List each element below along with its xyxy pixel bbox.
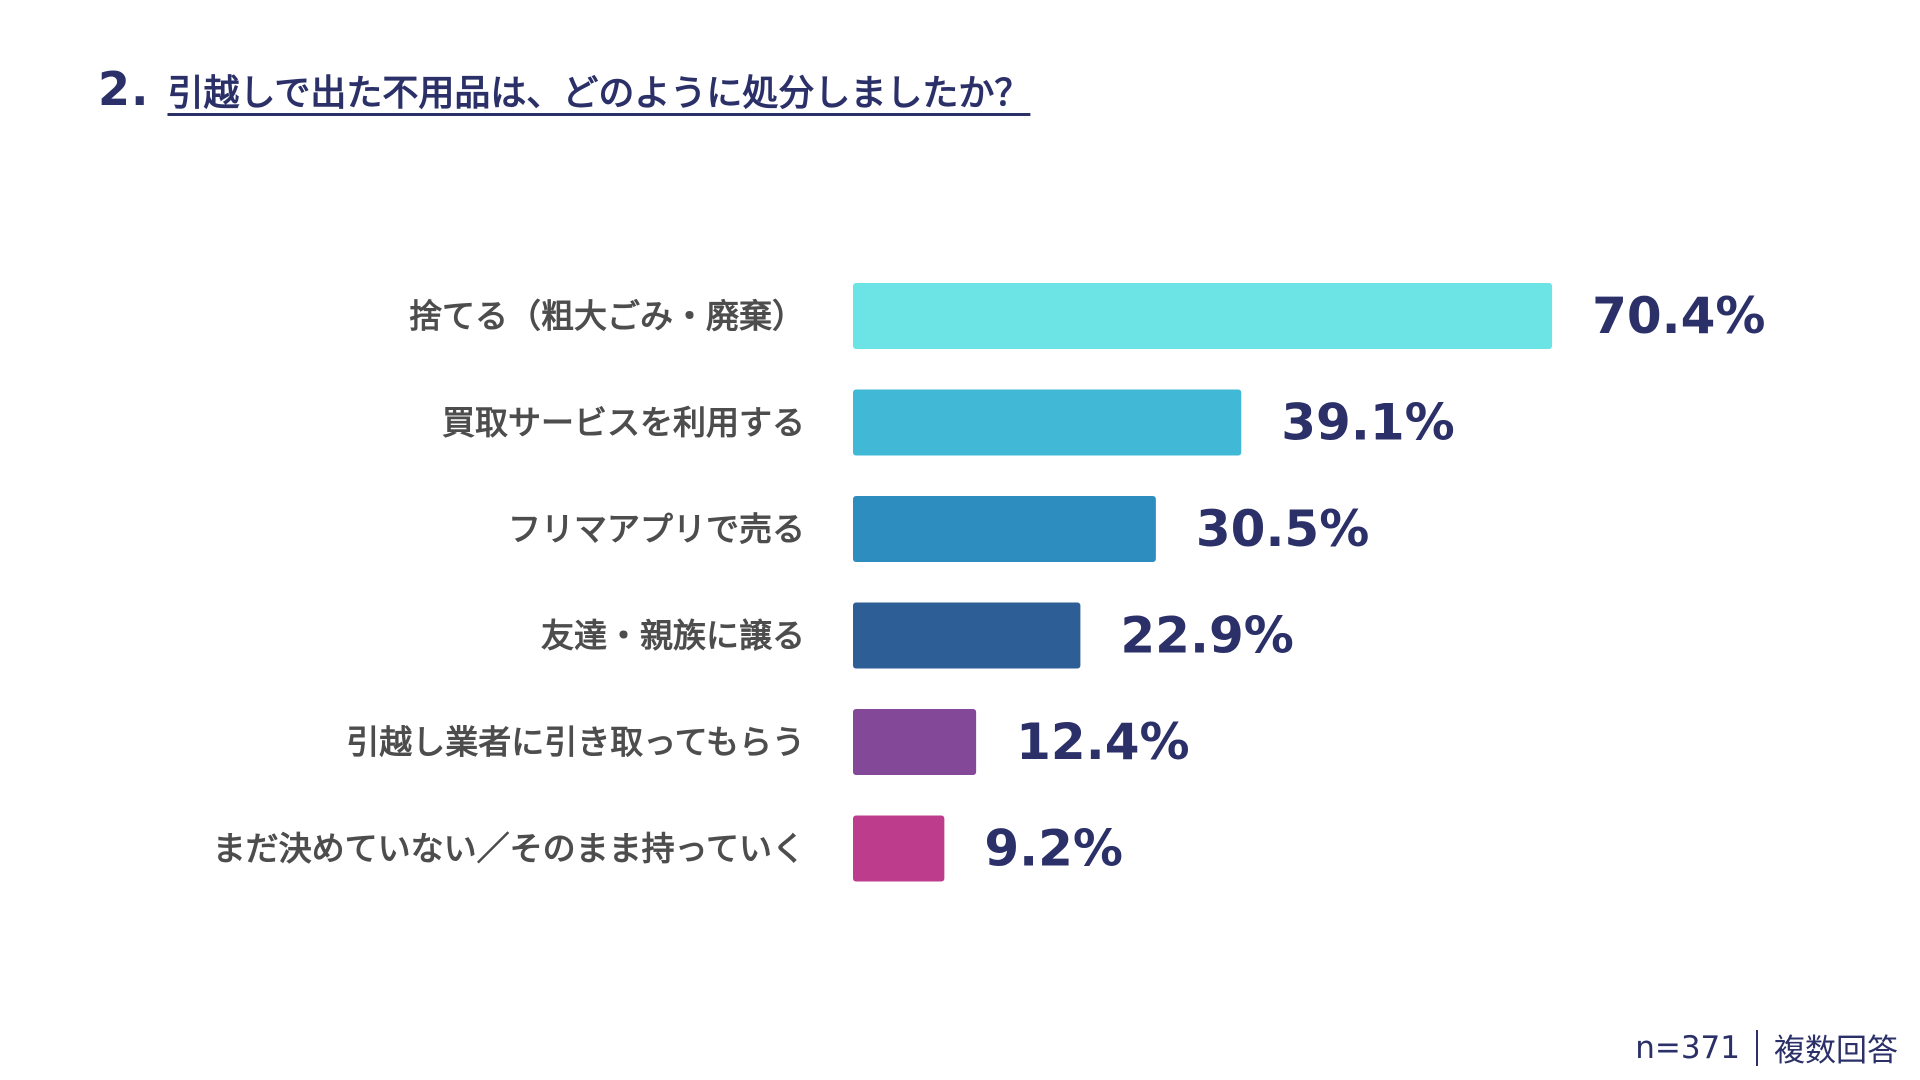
category-label-1: 捨てる（粗大ごみ・廃棄） — [409, 297, 805, 336]
category-label-4: 友達・親族に譲る — [541, 616, 805, 655]
category-label-5: 引越し業者に引き取ってもらう — [346, 723, 805, 762]
question-number: 2. — [98, 62, 150, 116]
answer-type-note: 複数回答 — [1774, 1033, 1898, 1069]
value-label-3: 30.5% — [1196, 500, 1369, 558]
footer-divider — [1756, 1029, 1758, 1066]
category-label-2: 買取サービスを利用する — [442, 403, 805, 442]
bar-1 — [853, 283, 1553, 349]
category-label-3: フリマアプリで売る — [508, 510, 805, 549]
value-label-6: 9.2% — [984, 820, 1123, 878]
question-text: 引越しで出た不用品は、どのように処分しましたか？ — [167, 73, 1031, 114]
value-label-2: 39.1% — [1281, 394, 1454, 452]
bar-3 — [853, 496, 1156, 562]
value-label-5: 12.4% — [1016, 713, 1189, 771]
bar-2 — [853, 389, 1242, 456]
bar-5 — [853, 709, 977, 775]
chart-footer: n=371 複数回答 — [1635, 1025, 1898, 1070]
value-label-4: 22.9% — [1120, 607, 1293, 665]
question-title: 2. 引越しで出た不用品は、どのように処分しましたか？ — [98, 62, 1030, 116]
bar-6 — [853, 815, 945, 882]
bar-4 — [853, 602, 1081, 669]
value-label-1: 70.4% — [1592, 287, 1765, 345]
sample-size: n=371 — [1635, 1029, 1740, 1066]
category-label-6: まだ決めていない／そのまま持っていく — [213, 829, 805, 868]
